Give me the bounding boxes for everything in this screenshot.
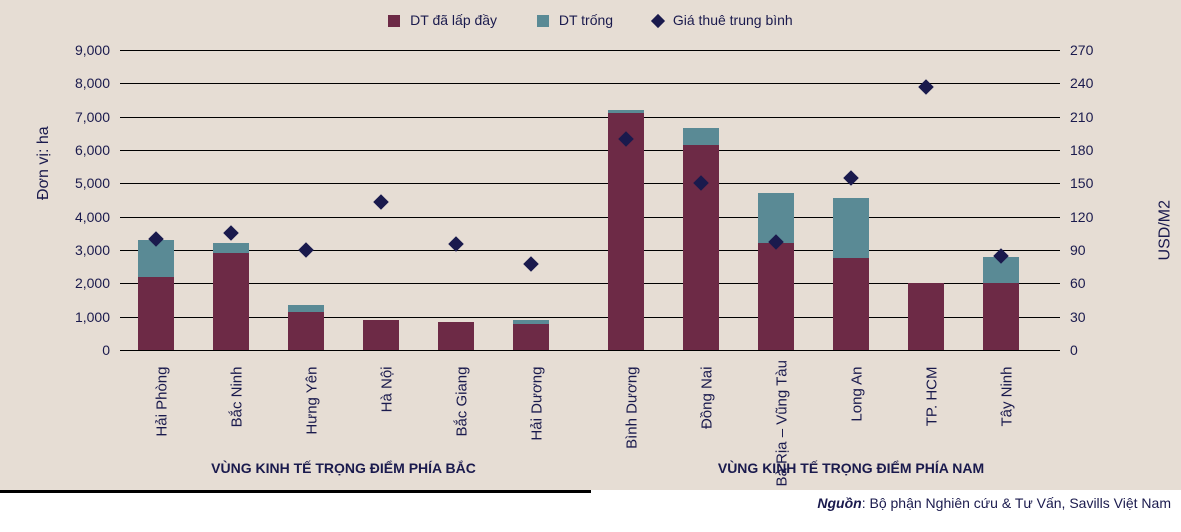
y-right-tick-label: 210 bbox=[1070, 109, 1093, 125]
y-left-tick-label: 8,000 bbox=[75, 75, 110, 91]
price-marker bbox=[298, 242, 314, 258]
gridline bbox=[120, 183, 1060, 184]
legend-swatch-filled bbox=[388, 15, 400, 27]
legend-swatch-price bbox=[651, 14, 665, 28]
y-right-tick-label: 90 bbox=[1070, 242, 1086, 258]
y-left-tick-label: 3,000 bbox=[75, 242, 110, 258]
gridline bbox=[120, 117, 1060, 118]
y-right-tick-label: 180 bbox=[1070, 142, 1093, 158]
bar-filled bbox=[833, 258, 869, 350]
bar-empty bbox=[513, 320, 549, 324]
x-tick-label: Hải Dương bbox=[529, 367, 546, 487]
gridline bbox=[120, 150, 1060, 151]
y-right-tick-label: 270 bbox=[1070, 42, 1093, 58]
y-right-tick-label: 240 bbox=[1070, 75, 1093, 91]
legend-label-price: Giá thuê trung bình bbox=[673, 12, 793, 28]
plot-area: 01,0002,0003,0004,0005,0006,0007,0008,00… bbox=[120, 50, 1060, 350]
bar-filled bbox=[758, 243, 794, 350]
bar-empty bbox=[608, 110, 644, 113]
bar-group bbox=[683, 128, 719, 350]
bar-empty bbox=[833, 198, 869, 258]
y-left-tick-label: 5,000 bbox=[75, 175, 110, 191]
chart-container: DT đã lấp đầy DT trống Giá thuê trung bì… bbox=[0, 0, 1181, 490]
gridline bbox=[120, 50, 1060, 51]
baseline-bar bbox=[0, 490, 591, 493]
y-left-tick-label: 1,000 bbox=[75, 309, 110, 325]
y-right-tick-label: 150 bbox=[1070, 175, 1093, 191]
legend-item-filled: DT đã lấp đầy bbox=[388, 12, 497, 28]
bar-filled bbox=[213, 253, 249, 350]
legend-label-filled: DT đã lấp đầy bbox=[410, 12, 497, 28]
y-left-tick-label: 7,000 bbox=[75, 109, 110, 125]
bar-group bbox=[288, 305, 324, 350]
bar-filled bbox=[288, 312, 324, 350]
y-left-tick-label: 4,000 bbox=[75, 209, 110, 225]
y-right-tick-label: 60 bbox=[1070, 275, 1086, 291]
region-label: VÙNG KINH TẾ TRỌNG ĐIỂM PHÍA NAM bbox=[671, 460, 1031, 476]
bar-filled bbox=[608, 113, 644, 350]
legend-item-empty: DT trống bbox=[537, 12, 613, 28]
y-axis-right-title: USD/M2 bbox=[1156, 200, 1174, 260]
bar-group bbox=[908, 283, 944, 350]
gridline bbox=[120, 250, 1060, 251]
gridline bbox=[120, 350, 1060, 351]
bar-group bbox=[438, 322, 474, 350]
legend-label-empty: DT trống bbox=[559, 12, 613, 28]
bar-group bbox=[833, 198, 869, 350]
price-marker bbox=[223, 226, 239, 242]
bar-filled bbox=[513, 324, 549, 350]
y-left-tick-label: 9,000 bbox=[75, 42, 110, 58]
gridline bbox=[120, 83, 1060, 84]
legend: DT đã lấp đầy DT trống Giá thuê trung bì… bbox=[0, 12, 1181, 28]
gridline bbox=[120, 217, 1060, 218]
y-right-tick-label: 120 bbox=[1070, 209, 1093, 225]
bar-group bbox=[983, 257, 1019, 350]
bar-empty bbox=[213, 243, 249, 253]
y-left-tick-label: 0 bbox=[102, 342, 110, 358]
y-left-tick-label: 6,000 bbox=[75, 142, 110, 158]
bar-empty bbox=[683, 128, 719, 145]
source-text: : Bộ phận Nghiên cứu & Tư Vấn, Savills V… bbox=[862, 495, 1171, 511]
y-right-tick-label: 0 bbox=[1070, 342, 1078, 358]
bar-group bbox=[138, 240, 174, 350]
bar-filled bbox=[908, 283, 944, 350]
bar-group bbox=[758, 193, 794, 350]
legend-swatch-empty bbox=[537, 15, 549, 27]
x-tick-label: Bình Dương bbox=[624, 367, 641, 487]
bar-filled bbox=[138, 277, 174, 350]
bar-group bbox=[213, 243, 249, 350]
y-axis-left-title: Đơn vị: ha bbox=[35, 126, 53, 200]
source-note: Nguồn: Bộ phận Nghiên cứu & Tư Vấn, Savi… bbox=[817, 495, 1171, 511]
price-marker bbox=[373, 194, 389, 210]
bar-empty bbox=[288, 305, 324, 312]
y-left-tick-label: 2,000 bbox=[75, 275, 110, 291]
y-right-tick-label: 30 bbox=[1070, 309, 1086, 325]
region-label: VÙNG KINH TẾ TRỌNG ĐIỂM PHÍA BẮC bbox=[164, 460, 524, 476]
bar-filled bbox=[438, 322, 474, 350]
bar-group bbox=[513, 320, 549, 350]
bar-group bbox=[363, 320, 399, 350]
bar-filled bbox=[363, 320, 399, 350]
legend-item-price: Giá thuê trung bình bbox=[653, 12, 793, 28]
price-marker bbox=[918, 79, 934, 95]
bar-filled bbox=[983, 283, 1019, 350]
source-prefix: Nguồn bbox=[817, 495, 861, 511]
price-marker bbox=[523, 257, 539, 273]
